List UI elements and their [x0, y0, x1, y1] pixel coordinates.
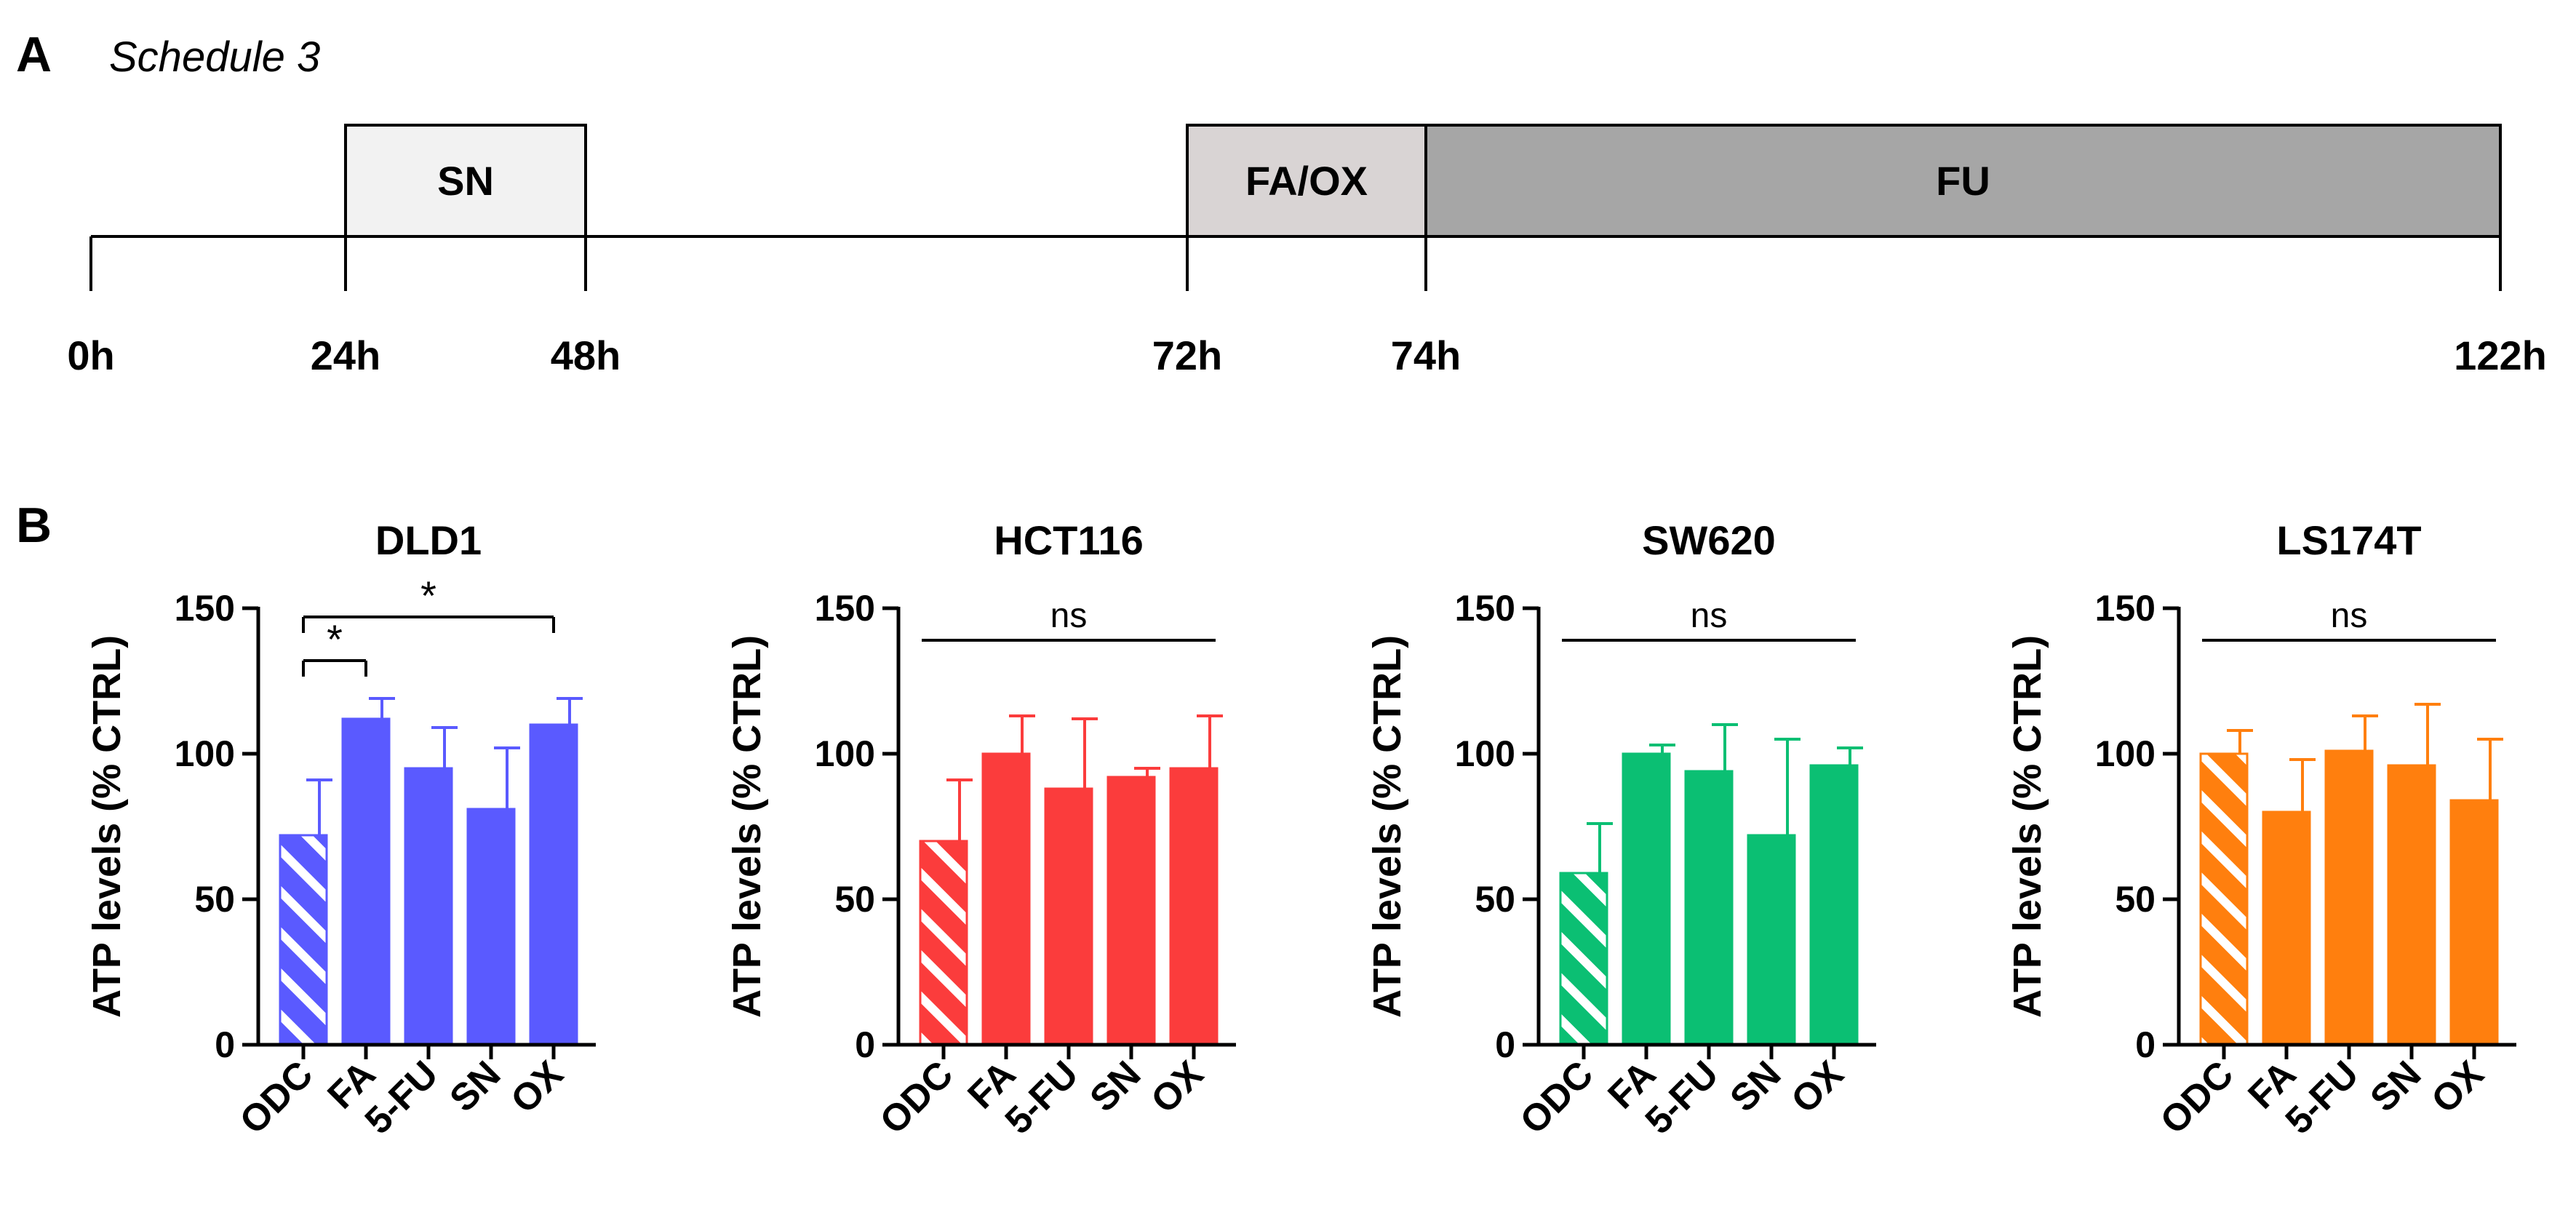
y-tick-label: 50: [834, 879, 875, 920]
schedule-title: Schedule 3: [109, 33, 320, 81]
category-label: OX: [1783, 1053, 1851, 1121]
chart-title: HCT116: [994, 517, 1143, 563]
y-tick-label: 150: [175, 588, 235, 629]
time-label: 24h: [311, 332, 381, 378]
chart-title: DLD1: [375, 517, 482, 563]
timeline: SN FA/OX FU 0h 24h 48h 72h 74h 122h: [67, 124, 2547, 378]
phase-label: SN: [437, 158, 494, 204]
bar-sn: [2387, 764, 2436, 1046]
significance-label: ns: [2331, 597, 2368, 635]
y-axis-label: ATP levels (% CTRL): [1365, 635, 1409, 1018]
time-label: 74h: [1391, 332, 1462, 378]
panel-letter-b: B: [16, 498, 52, 553]
y-axis-label: ATP levels (% CTRL): [2006, 635, 2049, 1018]
y-tick-label: 150: [1455, 588, 1515, 629]
bar-5-fu: [2324, 749, 2374, 1046]
bar-sn: [1747, 834, 1796, 1046]
panel-a-schedule: A Schedule 3 SN FA/OX FU 0h 24h 48h 72h 74h 122h: [16, 27, 2547, 378]
phase-label: FA/OX: [1245, 158, 1368, 204]
y-tick-label: 0: [215, 1024, 235, 1065]
y-tick-label: 100: [815, 733, 875, 774]
significance-label: ns: [1050, 597, 1088, 635]
y-tick-label: 100: [2095, 733, 2156, 774]
y-tick-label: 100: [1455, 733, 1515, 774]
y-tick-label: 150: [815, 588, 875, 629]
category-label: OX: [503, 1053, 571, 1121]
bar-5-fu: [1044, 787, 1093, 1046]
phase-box: [344, 124, 587, 238]
category-label: ODC: [232, 1053, 322, 1142]
panel-letter-a: A: [16, 27, 52, 82]
time-label: 122h: [2454, 332, 2547, 378]
category-label: SN: [442, 1053, 509, 1120]
y-tick-label: 0: [1495, 1024, 1515, 1065]
bar-fa: [981, 752, 1031, 1046]
bar-ox: [2449, 799, 2499, 1046]
bar-ox: [1169, 767, 1219, 1046]
y-tick-label: 50: [194, 879, 235, 920]
bar-odc: [2199, 752, 2249, 1046]
bar-ox: [529, 723, 578, 1046]
bar-fa: [2262, 810, 2311, 1046]
bar-odc: [919, 840, 968, 1046]
significance-label: ns: [1691, 597, 1728, 635]
category-label: ODC: [872, 1053, 962, 1142]
time-label: 72h: [1152, 332, 1223, 378]
time-label: 0h: [67, 332, 114, 378]
y-tick-label: 50: [2115, 879, 2156, 920]
category-label: 5-FU: [2278, 1053, 2367, 1142]
phase-box: [1186, 124, 1427, 238]
significance-label: *: [420, 573, 436, 618]
bar-ox: [1809, 764, 1859, 1046]
y-tick-label: 150: [2095, 588, 2156, 629]
y-tick-label: 100: [175, 733, 235, 774]
category-label: 5-FU: [997, 1053, 1087, 1142]
category-label: 5-FU: [1638, 1053, 1727, 1142]
category-label: OX: [1143, 1053, 1211, 1121]
phase-label: FU: [1936, 158, 1990, 204]
category-label: SN: [1722, 1053, 1789, 1120]
bar-5-fu: [404, 767, 453, 1046]
y-tick-label: 0: [855, 1024, 875, 1065]
category-label: 5-FU: [357, 1053, 447, 1142]
chart-title: SW620: [1642, 517, 1776, 563]
bar-odc: [1559, 872, 1608, 1046]
y-tick-label: 0: [2135, 1024, 2156, 1065]
bar-sn: [466, 808, 516, 1046]
bar-fa: [1622, 752, 1671, 1046]
time-label: 48h: [551, 332, 621, 378]
y-tick-label: 50: [1475, 879, 1515, 920]
category-label: SN: [1082, 1053, 1149, 1120]
bar-5-fu: [1684, 770, 1734, 1046]
category-label: SN: [2362, 1053, 2429, 1120]
chart-title: LS174T: [2276, 517, 2421, 563]
significance-label: *: [327, 616, 343, 662]
bar-sn: [1106, 776, 1156, 1046]
category-label: OX: [2423, 1053, 2492, 1121]
y-axis-label: ATP levels (% CTRL): [85, 635, 129, 1018]
phase-box: [1424, 124, 2502, 238]
bar-odc: [279, 834, 328, 1046]
y-axis-label: ATP levels (% CTRL): [725, 635, 769, 1018]
category-label: ODC: [2153, 1053, 2242, 1142]
bar-fa: [341, 717, 391, 1046]
category-label: ODC: [1512, 1053, 1602, 1142]
